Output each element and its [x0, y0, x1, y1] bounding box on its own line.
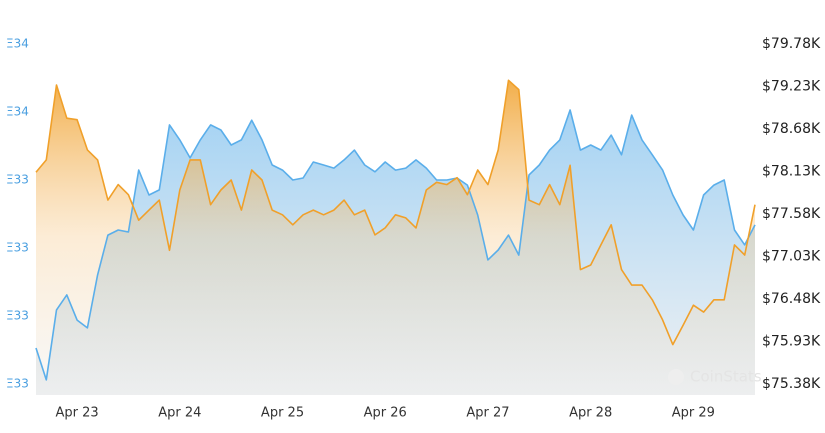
x-tick-label: Apr 24: [158, 406, 201, 421]
watermark: CoinStats: [690, 368, 762, 386]
y2-tick-label: $79.78K: [762, 36, 821, 52]
series-area: [36, 80, 755, 396]
y-tick-label: Ξ34: [6, 37, 29, 51]
y-tick-label: Ξ34: [6, 105, 29, 119]
y2-tick-label: $78.13K: [762, 164, 821, 180]
y2-tick-label: $76.48K: [762, 291, 821, 307]
x-tick-label: Apr 29: [672, 406, 715, 421]
x-tick-label: Apr 23: [55, 406, 98, 421]
y-tick-label: Ξ33: [6, 309, 29, 323]
y2-tick-label: $79.23K: [762, 79, 821, 95]
y2-tick-label: $77.58K: [762, 206, 821, 222]
y-tick-label: Ξ33: [6, 173, 29, 187]
y-tick-label: Ξ33: [6, 241, 29, 255]
x-tick-label: Apr 27: [466, 406, 509, 421]
y-tick-label: Ξ33: [6, 377, 29, 391]
y2-tick-label: $77.03K: [762, 249, 821, 265]
watermark-logo: [668, 369, 684, 385]
x-tick-label: Apr 25: [261, 406, 304, 421]
series-line: [35, 79, 756, 346]
x-tick-label: Apr 28: [569, 406, 612, 421]
x-tick-label: Apr 26: [364, 406, 407, 421]
y2-tick-label: $75.93K: [762, 334, 821, 350]
y2-tick-label: $78.68K: [762, 121, 821, 137]
y2-tick-label: $75.38K: [762, 376, 821, 392]
series-line: [35, 109, 756, 381]
